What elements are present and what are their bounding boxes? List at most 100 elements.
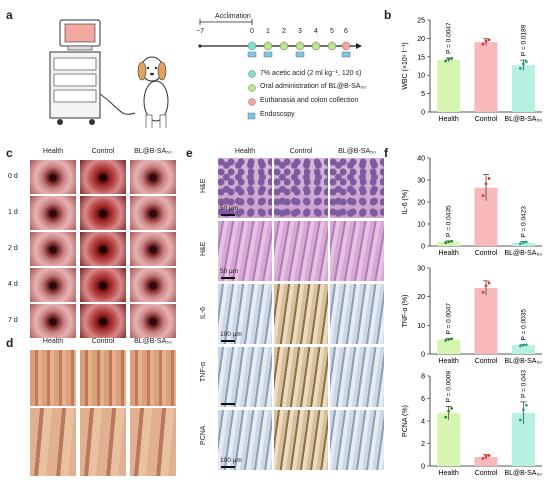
y-tick-label: 2 [421, 441, 425, 448]
y-tick-label: 20 [417, 200, 425, 207]
endoscopy-image [130, 196, 176, 230]
y-tick-label: 40 [417, 156, 425, 163]
y-tick-label: 10 [417, 323, 425, 330]
colon-gross-image [80, 350, 126, 406]
endoscopy-day-label: 4 d [8, 281, 18, 288]
data-point [447, 57, 451, 61]
histology-image [274, 410, 328, 470]
bar-1 [474, 42, 498, 112]
scale-bar-label: 50 μm [220, 205, 239, 212]
endoscopy-image [30, 268, 76, 302]
p-value-annotation: P = 0.0423 [520, 206, 527, 238]
group-header-d: Health [42, 338, 64, 345]
endoscopy-image [130, 232, 176, 266]
p-value-annotation: P = 0.0435 [446, 205, 453, 237]
data-point [484, 39, 488, 43]
endoscopy-image [80, 304, 126, 338]
category-label: Health [439, 250, 459, 257]
histology-image [330, 221, 384, 281]
y-axis-label: IL-6 (%) [402, 190, 409, 215]
data-point [487, 177, 491, 180]
endoscopy-day-label: 7 d [8, 317, 18, 324]
data-point [447, 240, 451, 244]
legend-label: Endoscopy [260, 111, 295, 118]
data-point [450, 57, 454, 60]
histology-image [218, 221, 272, 281]
category-label: Control [475, 470, 498, 477]
p-value-annotation: P = 0.0009 [446, 370, 453, 402]
panel-label-c: c [6, 146, 13, 160]
data-point [447, 409, 451, 413]
data-point [518, 66, 522, 70]
data-point [447, 337, 451, 341]
colon-closeup-image [30, 408, 76, 476]
y-axis-label: WBC (×10⁹ l⁻¹) [402, 42, 409, 89]
data-point [487, 38, 491, 42]
data-point [484, 182, 488, 186]
scale-bar [221, 466, 235, 468]
category-label: Health [439, 358, 459, 365]
panel-label-f: f [384, 146, 388, 160]
endoscopy-day-label: 1 d [8, 209, 18, 216]
endoscopy-image [30, 304, 76, 338]
y-axis-label: TNF-α (%) [402, 295, 409, 328]
data-point [487, 281, 491, 285]
timeline-tick-label: 5 [330, 28, 334, 35]
legend-swatch [248, 98, 256, 106]
y-tick-label: 0 [421, 352, 425, 359]
category-label: Control [475, 358, 498, 365]
bar-2 [511, 242, 535, 246]
data-point [481, 290, 485, 294]
data-point [444, 338, 448, 342]
p-value-annotation: P = 0.0047 [446, 303, 453, 335]
bar-2 [511, 345, 535, 354]
y-tick-label: 6 [421, 396, 425, 403]
data-point [521, 62, 525, 66]
p-value-annotation: P = 0.0047 [446, 22, 453, 54]
y-tick-label: 8 [421, 374, 425, 381]
histology-row-label: IL-6 [200, 306, 207, 319]
timeline-point-1 [247, 41, 257, 51]
group-header-d: Control [91, 338, 115, 345]
timeline-point-0 [198, 44, 202, 48]
colon-gross-image [130, 350, 176, 406]
scale-bar-label: 100 μm [220, 457, 242, 464]
histology-image [274, 284, 328, 344]
p-value-annotation: P = 0.0189 [520, 24, 527, 56]
y-tick-label: 20 [417, 36, 425, 43]
y-tick-label: 30 [417, 266, 425, 273]
group-header-c: Control [91, 148, 115, 155]
timeline-tick-label: 0 [250, 28, 254, 35]
data-point [524, 240, 528, 244]
timeline-point-6 [327, 41, 337, 51]
data-point [518, 418, 522, 422]
panel-label-b: b [384, 8, 392, 22]
endoscopy-marker [341, 51, 351, 58]
dog-icon [137, 56, 169, 128]
bar-0 [437, 339, 461, 354]
colon-closeup-image [130, 408, 176, 476]
endoscopy-marker [295, 51, 305, 58]
il6-bar-chart: 0 10 20 30 40 IL-6 (%) P = 0.0435 Health Control… [402, 156, 542, 258]
endoscopy-image [30, 232, 76, 266]
timeline-point-7 [341, 41, 351, 51]
data-point [484, 454, 488, 458]
endoscopy-day-label: 2 d [8, 245, 18, 252]
group-header-e: Health [234, 148, 256, 155]
timeline-point-5 [311, 41, 321, 51]
endoscopy-image [80, 268, 126, 302]
group-header-e: Control [289, 148, 313, 155]
histology-row-label: H&E [200, 178, 207, 193]
bar-2 [511, 413, 535, 466]
endoscopy-image [130, 160, 176, 194]
endoscopy-image [80, 196, 126, 230]
legend-label: Euthanasia and colon collection [260, 97, 359, 104]
pcna-bar-chart: 0 2 4 6 8 PCNA (%) P = 0.0009 Health Control P = … [402, 370, 542, 477]
histology-image [330, 158, 384, 218]
data-point [521, 408, 525, 412]
data-point [524, 60, 528, 64]
tnf-bar-chart: 0 10 20 30 TNF-α (%) P = 0.0047 Health Control P… [402, 266, 542, 366]
timeline-point-2 [263, 41, 273, 51]
category-label: Control [475, 250, 498, 257]
bar-0 [437, 59, 461, 112]
